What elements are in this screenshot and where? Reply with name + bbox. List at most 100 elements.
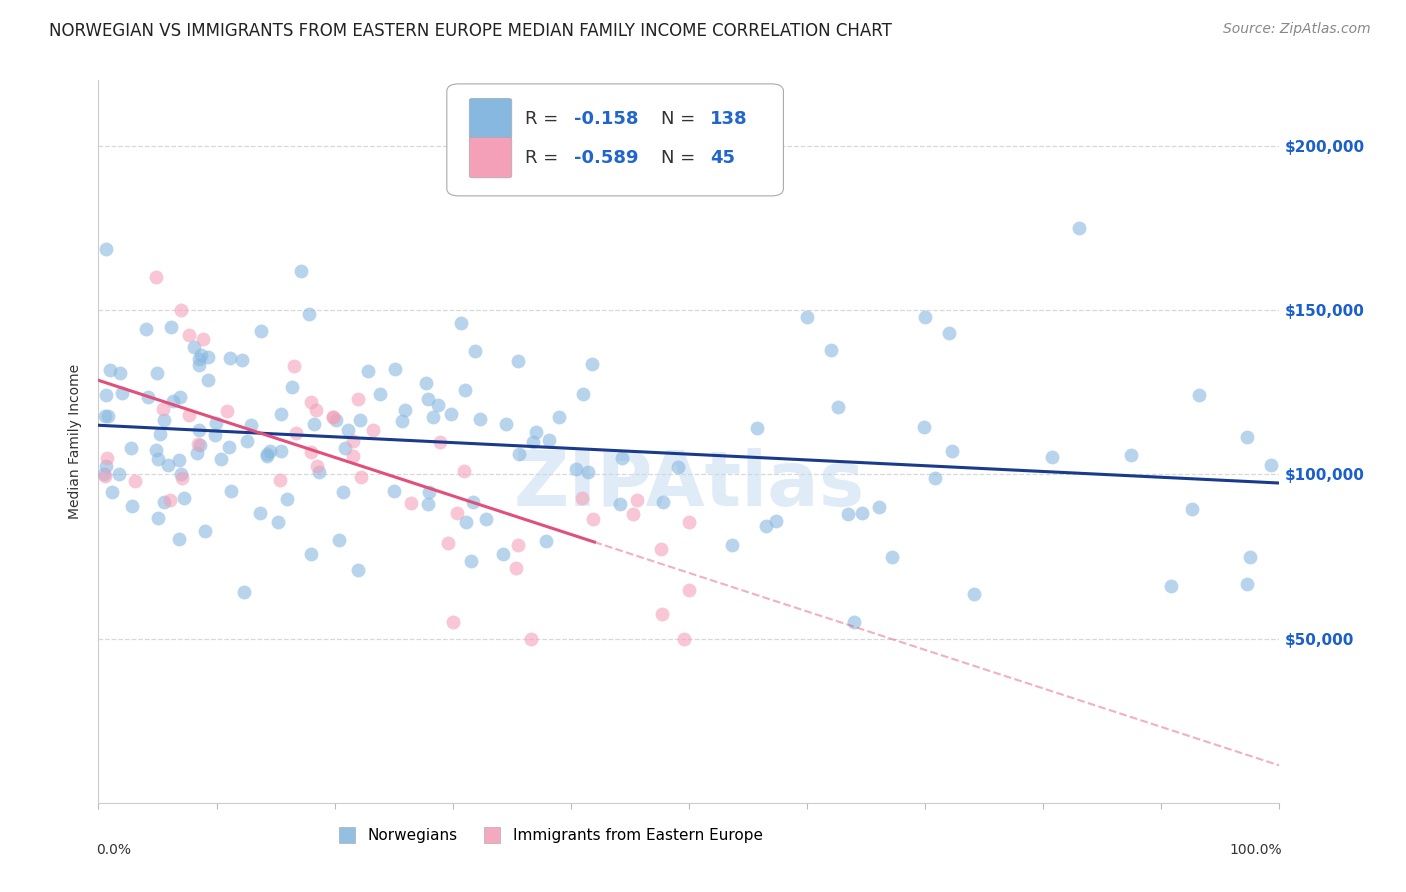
Point xyxy=(914,310,936,324)
Point xyxy=(505,560,527,574)
Point xyxy=(299,395,322,409)
Point xyxy=(167,533,190,547)
Point xyxy=(333,441,356,455)
Point xyxy=(1067,221,1090,235)
Point xyxy=(269,473,291,487)
Point xyxy=(522,434,544,449)
Point xyxy=(283,359,305,374)
Point xyxy=(284,426,307,441)
Point xyxy=(307,458,329,473)
Point xyxy=(538,433,561,447)
Point xyxy=(747,420,769,434)
Point xyxy=(231,353,253,368)
Point xyxy=(868,500,890,514)
Point xyxy=(170,470,193,484)
Text: R =: R = xyxy=(524,149,564,167)
Point xyxy=(197,373,219,387)
Point xyxy=(204,427,226,442)
Point xyxy=(98,362,121,376)
Point xyxy=(94,468,117,483)
Point xyxy=(941,443,963,458)
Point xyxy=(290,263,312,277)
Point xyxy=(446,506,468,520)
Point xyxy=(169,467,191,481)
Point xyxy=(610,451,633,466)
Point xyxy=(851,506,873,520)
Point xyxy=(454,515,477,529)
Point xyxy=(299,444,322,458)
Point xyxy=(136,390,159,404)
Point xyxy=(581,357,603,371)
Point xyxy=(94,242,117,256)
Point xyxy=(565,462,588,476)
Point xyxy=(124,474,146,488)
Point xyxy=(464,343,486,358)
Point xyxy=(391,414,413,428)
Point xyxy=(1160,579,1182,593)
Point xyxy=(239,418,262,433)
Point xyxy=(100,485,122,500)
Point xyxy=(299,547,322,561)
Text: 45: 45 xyxy=(710,149,735,167)
Point xyxy=(270,443,292,458)
Point xyxy=(188,423,211,437)
Point xyxy=(236,434,259,448)
Point xyxy=(571,387,593,401)
Point xyxy=(582,512,605,526)
Point xyxy=(827,400,849,414)
Point xyxy=(94,459,117,474)
Point xyxy=(416,497,439,511)
Text: NORWEGIAN VS IMMIGRANTS FROM EASTERN EUROPE MEDIAN FAMILY INCOME CORRELATION CHA: NORWEGIAN VS IMMIGRANTS FROM EASTERN EUR… xyxy=(49,22,891,40)
Point xyxy=(429,434,451,449)
Point xyxy=(416,392,439,407)
Point xyxy=(188,352,211,367)
Point xyxy=(880,550,903,565)
Point xyxy=(842,615,865,630)
Point xyxy=(250,324,273,338)
Point xyxy=(179,408,201,422)
Point xyxy=(183,340,205,354)
Text: -0.158: -0.158 xyxy=(575,110,638,128)
Point xyxy=(720,538,742,552)
Point xyxy=(422,410,444,425)
Point xyxy=(194,524,217,538)
Point xyxy=(152,413,174,427)
Point xyxy=(219,483,242,498)
Point xyxy=(145,270,167,285)
Point xyxy=(1236,577,1258,591)
Point xyxy=(186,446,208,460)
Point xyxy=(626,492,648,507)
Text: 0.0%: 0.0% xyxy=(96,843,131,856)
Point xyxy=(169,390,191,404)
Point xyxy=(205,416,228,430)
Point xyxy=(1181,502,1204,516)
Point xyxy=(162,394,184,409)
Point xyxy=(93,467,115,481)
Point xyxy=(305,402,328,417)
Point xyxy=(453,464,475,478)
Point xyxy=(148,451,170,466)
Point xyxy=(167,452,190,467)
Point xyxy=(152,402,174,417)
Point xyxy=(536,533,558,548)
Text: -0.589: -0.589 xyxy=(575,149,638,167)
Point xyxy=(492,548,515,562)
Text: N =: N = xyxy=(661,149,700,167)
Point xyxy=(349,413,371,427)
Point xyxy=(159,493,181,508)
Point xyxy=(159,319,181,334)
Point xyxy=(325,413,347,427)
Point xyxy=(475,512,498,526)
Point xyxy=(308,465,330,479)
Point xyxy=(170,303,193,318)
Point xyxy=(191,332,214,346)
Point xyxy=(394,402,416,417)
Point xyxy=(437,536,460,550)
Point xyxy=(755,519,778,533)
Point xyxy=(361,423,384,437)
Point xyxy=(197,350,219,364)
Y-axis label: Median Family Income: Median Family Income xyxy=(69,364,83,519)
Point xyxy=(186,436,208,450)
FancyBboxPatch shape xyxy=(470,98,512,139)
Point xyxy=(190,347,212,361)
